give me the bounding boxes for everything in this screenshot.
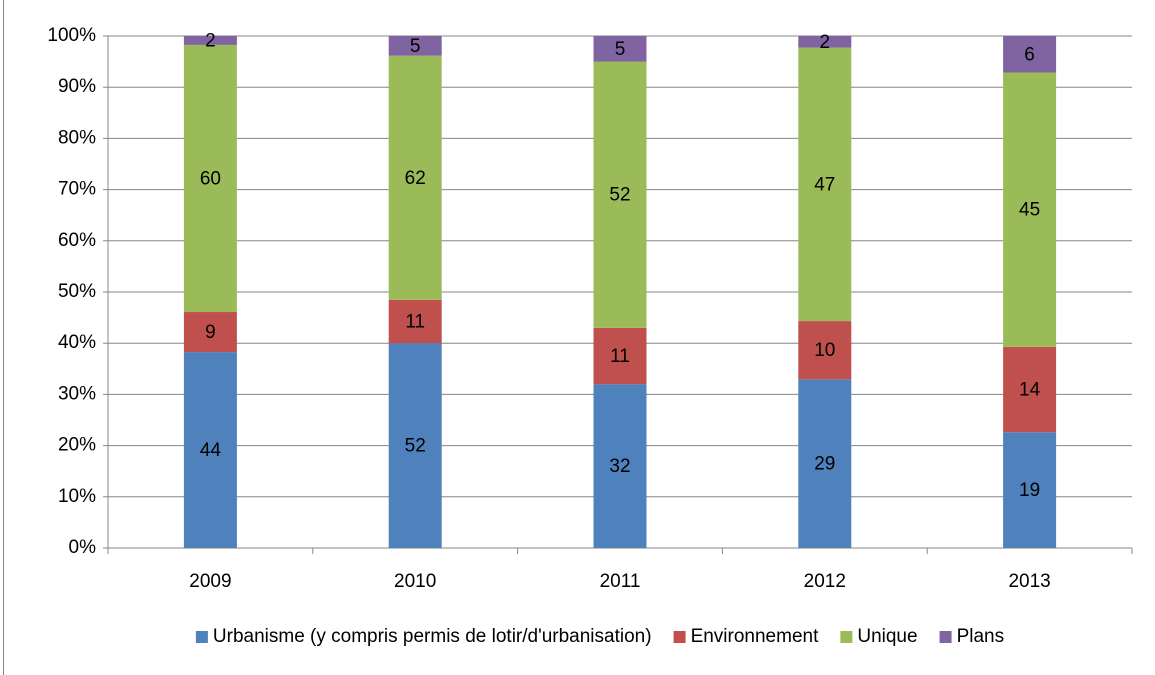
bar-segment	[798, 36, 852, 48]
data-label: 60	[200, 168, 221, 189]
y-tick-label: 90%	[58, 76, 96, 97]
y-tick-label: 100%	[47, 25, 96, 46]
x-tick-label: 2009	[189, 571, 231, 592]
x-tick-label: 2010	[394, 571, 436, 592]
data-label: 29	[814, 454, 835, 475]
data-label: 5	[410, 36, 421, 57]
data-label: 14	[1019, 380, 1041, 401]
bar-segment	[798, 321, 852, 380]
legend-swatch	[840, 631, 853, 643]
y-tick-label: 50%	[58, 281, 96, 302]
bar-segment	[183, 44, 237, 313]
data-label: 6	[1024, 44, 1035, 65]
bar-segment	[593, 36, 647, 62]
data-label: 52	[405, 436, 426, 457]
data-label: 47	[814, 174, 835, 195]
x-tick-label: 2012	[804, 571, 846, 592]
bar-segment	[388, 343, 442, 548]
y-tick-label: 70%	[58, 179, 96, 200]
y-tick-label: 20%	[58, 435, 96, 456]
bar-segment	[1003, 36, 1057, 73]
y-tick-label: 30%	[58, 383, 96, 404]
data-label: 11	[610, 346, 630, 367]
legend-label: Unique	[857, 626, 917, 647]
legend-swatch	[939, 631, 952, 643]
legend-swatch	[673, 631, 686, 643]
bar-segment	[1003, 432, 1057, 548]
bar-segment	[183, 312, 237, 353]
y-tick-label: 10%	[58, 486, 96, 507]
data-label: 2	[205, 30, 216, 51]
data-label: 52	[609, 185, 630, 206]
bar-segment	[1003, 346, 1057, 433]
legend-swatch	[195, 631, 208, 643]
data-label: 32	[609, 456, 630, 477]
bar-segment	[388, 299, 442, 344]
x-tick-label: 2013	[1008, 571, 1050, 592]
legend-label: Plans	[957, 626, 1005, 647]
legend-label: Urbanisme (y compris permis de lotir/d'u…	[213, 626, 652, 647]
bar-segment	[388, 55, 442, 300]
data-label: 10	[814, 340, 835, 361]
data-label: 9	[205, 322, 216, 343]
bar-segment	[1003, 72, 1057, 347]
bar-segment	[593, 327, 647, 385]
data-label: 44	[200, 440, 222, 461]
bar-segment	[593, 61, 647, 328]
y-tick-label: 60%	[58, 230, 96, 251]
x-tick-label: 2011	[600, 571, 641, 592]
bar-segment	[183, 352, 237, 548]
data-label: 11	[405, 312, 425, 333]
bar-segment	[798, 47, 852, 322]
bar-segment	[388, 36, 442, 56]
data-label: 5	[615, 39, 626, 60]
data-label: 45	[1019, 200, 1040, 221]
data-label: 19	[1019, 480, 1040, 501]
legend-label: Environnement	[691, 626, 820, 647]
bar-segment	[183, 36, 237, 45]
y-tick-label: 40%	[58, 332, 96, 353]
data-label: 62	[405, 168, 426, 189]
data-label: 2	[820, 32, 831, 53]
y-tick-label: 0%	[69, 537, 97, 558]
y-tick-label: 80%	[58, 127, 96, 148]
bar-segment	[593, 384, 647, 548]
bar-segment	[798, 379, 852, 548]
